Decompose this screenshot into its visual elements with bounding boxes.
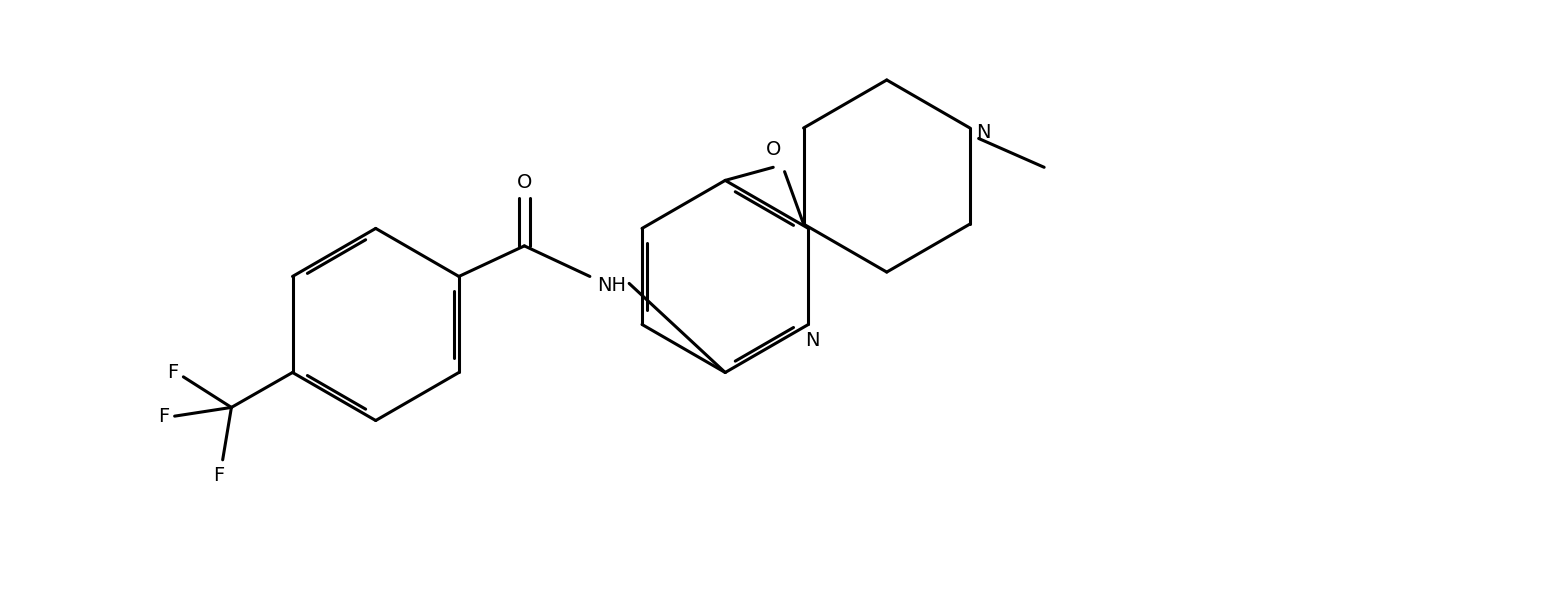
Text: NH: NH: [597, 276, 626, 295]
Text: O: O: [516, 173, 532, 192]
Text: N: N: [805, 331, 819, 350]
Text: O: O: [765, 141, 781, 159]
Text: F: F: [213, 466, 224, 485]
Text: F: F: [167, 363, 178, 382]
Text: N: N: [976, 123, 991, 142]
Text: F: F: [158, 406, 169, 426]
